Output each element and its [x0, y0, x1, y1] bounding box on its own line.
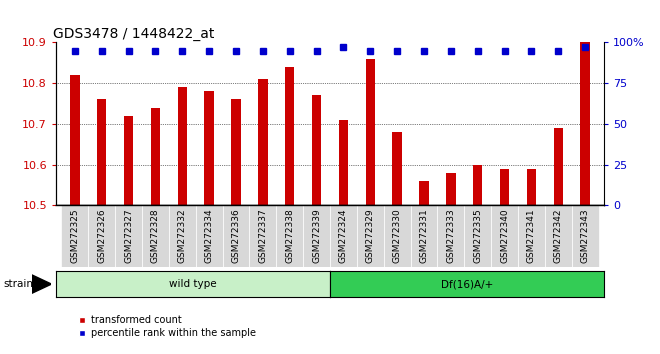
FancyBboxPatch shape [464, 205, 491, 267]
FancyBboxPatch shape [249, 205, 277, 267]
Bar [554, 128, 563, 205]
Text: GDS3478 / 1448422_at: GDS3478 / 1448422_at [53, 28, 214, 41]
Text: GSM272332: GSM272332 [178, 209, 187, 263]
FancyBboxPatch shape [115, 205, 142, 267]
Text: GSM272342: GSM272342 [554, 209, 563, 263]
FancyBboxPatch shape [142, 205, 169, 267]
FancyBboxPatch shape [518, 205, 544, 267]
Legend: transformed count, percentile rank within the sample: transformed count, percentile rank withi… [74, 312, 259, 342]
Text: GSM272336: GSM272336 [232, 209, 240, 263]
Text: GSM272324: GSM272324 [339, 209, 348, 263]
Text: GSM272338: GSM272338 [285, 209, 294, 263]
FancyBboxPatch shape [383, 205, 411, 267]
Text: strain: strain [3, 279, 33, 289]
Bar [446, 173, 455, 205]
Bar [473, 165, 482, 205]
FancyBboxPatch shape [88, 205, 116, 267]
Text: GSM272339: GSM272339 [312, 209, 321, 263]
Text: GSM272333: GSM272333 [446, 209, 455, 263]
Bar [258, 79, 267, 205]
Bar [205, 91, 214, 205]
Bar [366, 59, 375, 205]
FancyBboxPatch shape [169, 205, 196, 267]
FancyBboxPatch shape [303, 205, 330, 267]
FancyBboxPatch shape [438, 205, 464, 267]
Bar [500, 169, 510, 205]
Bar [393, 132, 402, 205]
Text: GSM272326: GSM272326 [97, 209, 106, 263]
Text: GSM272340: GSM272340 [500, 209, 509, 263]
FancyBboxPatch shape [330, 205, 357, 267]
Text: GSM272329: GSM272329 [366, 209, 375, 263]
Text: GSM272335: GSM272335 [473, 209, 482, 263]
Bar [97, 99, 106, 205]
Text: GSM272343: GSM272343 [581, 209, 589, 263]
Text: GSM272328: GSM272328 [151, 209, 160, 263]
FancyBboxPatch shape [196, 205, 222, 267]
Text: wild type: wild type [169, 279, 217, 289]
Bar [285, 67, 294, 205]
Text: Df(16)A/+: Df(16)A/+ [441, 279, 493, 289]
Text: GSM272331: GSM272331 [420, 209, 428, 263]
Bar [312, 96, 321, 205]
Text: GSM272341: GSM272341 [527, 209, 536, 263]
FancyBboxPatch shape [61, 205, 88, 267]
Bar [178, 87, 187, 205]
Text: GSM272327: GSM272327 [124, 209, 133, 263]
Bar [124, 116, 133, 205]
Text: GSM272325: GSM272325 [71, 209, 79, 263]
Bar [527, 169, 536, 205]
FancyBboxPatch shape [357, 205, 383, 267]
Text: GSM272337: GSM272337 [258, 209, 267, 263]
FancyBboxPatch shape [277, 205, 303, 267]
Text: GSM272334: GSM272334 [205, 209, 214, 263]
Bar [70, 75, 80, 205]
FancyBboxPatch shape [222, 205, 249, 267]
Bar [419, 181, 429, 205]
FancyBboxPatch shape [491, 205, 518, 267]
Bar [150, 108, 160, 205]
Bar [231, 99, 241, 205]
FancyBboxPatch shape [572, 205, 599, 267]
FancyBboxPatch shape [411, 205, 438, 267]
Bar [580, 42, 590, 205]
FancyBboxPatch shape [544, 205, 572, 267]
Polygon shape [32, 275, 51, 293]
Bar [339, 120, 348, 205]
Text: GSM272330: GSM272330 [393, 209, 402, 263]
